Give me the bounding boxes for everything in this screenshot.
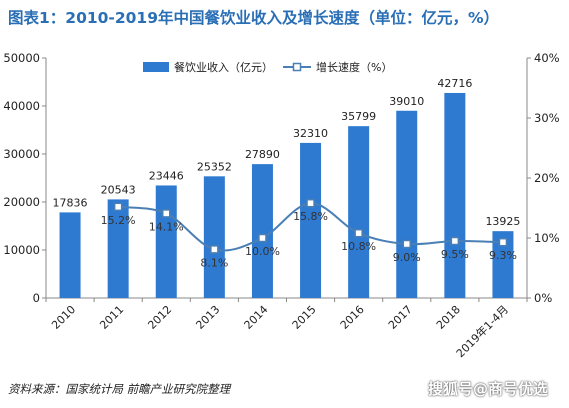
growth-value-label: 15.8% xyxy=(293,210,328,223)
x-tick-label: 2011 xyxy=(97,303,126,332)
x-tick-label: 2010 xyxy=(49,303,78,332)
growth-point xyxy=(450,236,460,246)
growth-point xyxy=(498,237,508,247)
legend-line-marker xyxy=(292,62,302,72)
bar-value-label: 13925 xyxy=(485,215,520,228)
growth-value-label: 9.5% xyxy=(441,248,469,261)
bar xyxy=(107,199,129,298)
bar-value-label: 32310 xyxy=(293,127,328,140)
growth-value-label: 10.8% xyxy=(341,240,376,253)
y-left-tick-label: 20000 xyxy=(3,195,40,209)
y-right-tick-label: 20% xyxy=(534,171,560,185)
growth-value-label: 9.3% xyxy=(489,249,517,262)
bar-value-label: 42716 xyxy=(437,77,472,90)
x-tick-label: 2018 xyxy=(434,303,463,332)
legend-bar-swatch xyxy=(143,62,169,72)
growth-point xyxy=(354,228,363,238)
y-right-tick-label: 10% xyxy=(534,231,560,245)
bar xyxy=(492,231,514,298)
growth-value-label: 15.2% xyxy=(101,214,136,227)
bar-value-label: 35799 xyxy=(341,110,376,123)
growth-value-label: 8.1% xyxy=(200,256,228,269)
x-tick-label: 2014 xyxy=(242,303,271,332)
y-left-tick-label: 30000 xyxy=(3,147,40,161)
watermark: 搜狐号@商号优选 xyxy=(428,380,549,398)
x-tick-label: 2012 xyxy=(145,303,174,332)
bar xyxy=(348,126,370,299)
bar-value-label: 17836 xyxy=(53,196,88,209)
growth-point xyxy=(306,198,315,208)
legend-line-label: 增长速度（%） xyxy=(316,60,392,74)
bar xyxy=(59,212,81,298)
bar xyxy=(203,176,225,298)
growth-value-label: 10.0% xyxy=(245,245,280,258)
growth-point xyxy=(162,209,171,218)
bar-value-label: 23446 xyxy=(149,169,184,182)
source-note: 资料来源：国家统计局 前瞻产业研究院整理 xyxy=(8,382,231,396)
bar xyxy=(155,185,177,298)
x-tick-label: 2016 xyxy=(338,303,367,332)
bar-value-label: 27890 xyxy=(245,148,280,161)
y-right-tick-label: 0% xyxy=(534,291,552,305)
growth-point xyxy=(210,245,219,254)
bar-value-label: 20543 xyxy=(101,183,136,196)
bar xyxy=(444,92,466,299)
x-tick-label: 2019年1-4月 xyxy=(453,302,511,360)
x-tick-label: 2017 xyxy=(386,303,415,332)
growth-value-label: 9.0% xyxy=(393,251,421,264)
x-tick-label: 2013 xyxy=(193,303,222,332)
growth-point xyxy=(258,233,267,243)
bar-value-label: 25352 xyxy=(197,160,232,173)
y-right-tick-label: 40% xyxy=(534,51,560,65)
y-right-tick-label: 30% xyxy=(534,111,560,125)
x-tick-label: 2015 xyxy=(290,303,319,332)
y-left-tick-label: 40000 xyxy=(3,99,40,113)
chart-title: 图表1：2010-2019年中国餐饮业收入及增长速度（单位：亿元，%） xyxy=(8,9,500,27)
bar xyxy=(300,142,322,298)
bar xyxy=(251,164,273,298)
y-left-tick-label: 50000 xyxy=(3,51,40,65)
growth-point xyxy=(113,202,123,212)
y-left-tick-label: 10000 xyxy=(3,243,40,257)
growth-value-label: 14.1% xyxy=(149,220,184,233)
growth-point xyxy=(402,239,411,249)
bar-value-label: 39010 xyxy=(389,95,424,108)
legend-bar-label: 餐饮业收入（亿元） xyxy=(174,60,273,74)
bar xyxy=(396,110,418,298)
y-left-tick-label: 0 xyxy=(33,291,40,305)
